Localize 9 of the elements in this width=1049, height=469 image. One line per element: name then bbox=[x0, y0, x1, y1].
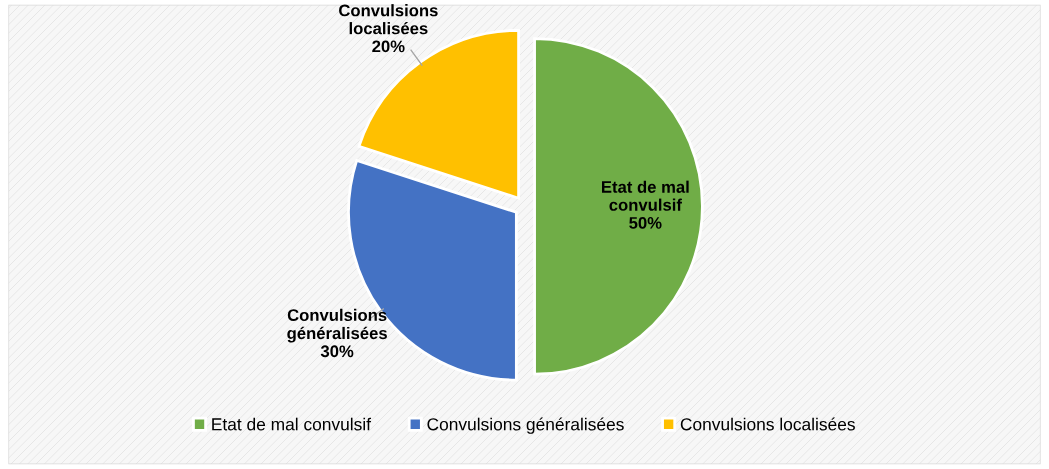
slice-label: Etat de mal convulsif bbox=[602, 180, 689, 211]
slice-label: Convulsions généralisées bbox=[287, 308, 387, 343]
data-label: 20% bbox=[372, 40, 405, 53]
legend-label: Convulsions localisées bbox=[680, 417, 855, 431]
legend-label: Convulsions généralisées bbox=[427, 417, 624, 434]
legend-label: Etat de mal convulsif bbox=[212, 417, 372, 431]
data-label: 30% bbox=[320, 345, 354, 358]
data-label: 50% bbox=[629, 216, 662, 229]
slice-label: Convulsions localisées bbox=[339, 4, 438, 35]
